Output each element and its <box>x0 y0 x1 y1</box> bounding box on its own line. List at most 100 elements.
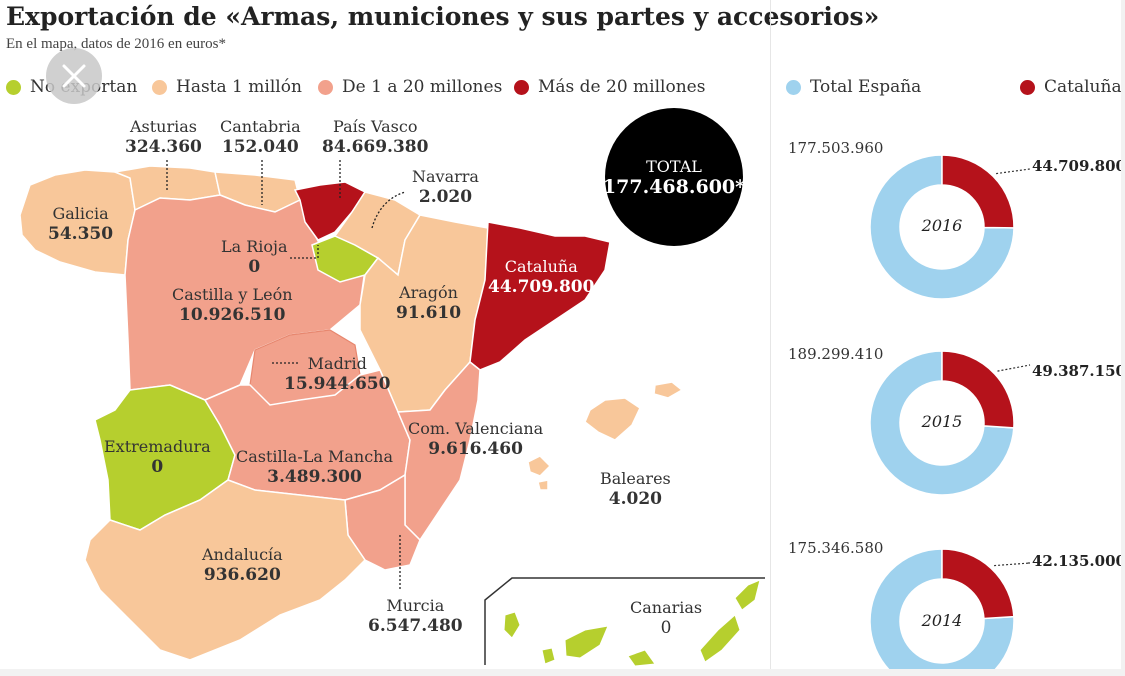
total-badge: TOTAL 177.468.600* <box>602 108 746 246</box>
donut-2015 <box>869 350 1031 496</box>
donut-leader-line <box>994 562 1031 567</box>
region-value: 0 <box>248 257 261 277</box>
donut-total-label: 175.346.580 <box>788 539 884 557</box>
donut-slice-cataluna <box>941 548 1015 620</box>
region-name: Galicia <box>52 204 109 223</box>
legend-label: De 1 a 20 millones <box>342 77 503 97</box>
donut-total-label: 177.503.960 <box>788 139 884 157</box>
region-name: País Vasco <box>333 117 418 136</box>
legend-dot-green-icon <box>6 79 21 95</box>
spain-map <box>19 160 765 667</box>
label-murcia: Murcia 6.547.480 <box>368 596 463 636</box>
donut-leader-line <box>996 168 1031 175</box>
donut-year-label: 2015 <box>921 412 963 431</box>
label-extremadura: Extremadura 0 <box>104 437 211 477</box>
region-value: 0 <box>151 457 164 477</box>
region-name: Aragón <box>399 283 458 302</box>
region-value: 2.020 <box>418 187 473 207</box>
region-value: 936.620 <box>203 565 281 585</box>
donut-slice-total-espana <box>869 350 1015 496</box>
close-icon <box>62 64 86 88</box>
region-value: 324.360 <box>125 137 202 157</box>
region-name: Com. Valenciana <box>408 419 544 438</box>
label-castilla-la-mancha: Castilla-La Mancha 3.489.300 <box>236 447 393 487</box>
legend-label: Hasta 1 millón <box>176 77 302 97</box>
page-title: Exportación de «Armas, municiones y sus … <box>6 2 880 31</box>
region-baleares-menorca[interactable] <box>653 381 684 399</box>
region-name: La Rioja <box>221 237 288 256</box>
donut-slice-cataluna <box>941 154 1015 229</box>
region-castilla-leon[interactable] <box>124 194 366 401</box>
donut-leader-line <box>997 364 1031 372</box>
frame-edge <box>1121 0 1125 676</box>
region-value: 15.944.650 <box>284 374 391 394</box>
region-andalucia[interactable] <box>84 479 366 661</box>
legend-dot-red-icon <box>514 79 529 95</box>
region-name: Madrid <box>307 354 367 373</box>
region-value: 84.669.380 <box>322 137 429 157</box>
region-canarias[interactable] <box>503 579 761 667</box>
donut-slice-total-espana <box>869 154 1015 300</box>
label-canarias: Canarias 0 <box>630 598 702 638</box>
label-com-valenciana: Com. Valenciana 9.616.460 <box>408 419 543 459</box>
region-value: 9.616.460 <box>428 439 523 459</box>
donut-year-label: 2014 <box>921 611 963 630</box>
legend-total-espana: Total España <box>786 76 921 98</box>
donut-cataluna-label: 42.135.000 <box>1032 552 1125 570</box>
donut-slice-total-espana <box>869 548 1015 676</box>
region-name: Extremadura <box>104 437 211 456</box>
region-value: 4.020 <box>608 489 662 509</box>
region-name: Castilla y León <box>172 285 293 304</box>
region-value: 54.350 <box>48 224 114 244</box>
region-value: 3.489.300 <box>267 467 362 487</box>
region-name: Cantabria <box>220 117 301 136</box>
region-baleares-formentera[interactable] <box>537 479 549 491</box>
region-name: Canarias <box>630 598 703 617</box>
region-value: 91.610 <box>396 303 462 323</box>
label-la-rioja: La Rioja 0 <box>221 237 288 277</box>
canarias-inset-frame <box>484 577 765 665</box>
legend-label: Cataluña <box>1044 77 1122 97</box>
region-value: 152.040 <box>221 137 299 157</box>
region-value: 6.547.480 <box>368 616 463 636</box>
region-value: 0 <box>660 618 672 638</box>
region-value: 10.926.510 <box>179 305 286 325</box>
donut-2016 <box>869 154 1031 300</box>
label-castilla-leon: Castilla y León 10.926.510 <box>172 285 293 325</box>
label-aragon: Aragón 91.610 <box>396 283 461 323</box>
region-name: Baleares <box>600 469 671 488</box>
donut-year-label: 2016 <box>921 216 963 235</box>
legend-dot-lightblue-icon <box>786 79 801 95</box>
label-galicia: Galicia 54.350 <box>48 204 113 244</box>
label-baleares: Baleares 4.020 <box>600 469 671 509</box>
donut-panel: Total España Cataluña 177.503.960 44.709… <box>770 0 1125 676</box>
region-baleares-ibiza[interactable] <box>527 455 552 477</box>
region-name: Cataluña <box>504 257 578 276</box>
frame-edge <box>0 669 1125 676</box>
region-cataluna[interactable] <box>469 221 611 371</box>
page-subtitle: En el mapa, datos de 2016 en euros* <box>6 36 226 52</box>
close-button[interactable] <box>46 48 102 104</box>
total-value: 177.468.600* <box>602 175 746 198</box>
region-value: 44.709.800 <box>488 277 595 297</box>
legend-label: Más de 20 millones <box>538 77 706 97</box>
region-pais-vasco[interactable] <box>293 181 367 241</box>
region-name: Andalucía <box>202 545 283 564</box>
donut-2014 <box>869 548 1031 676</box>
region-baleares-mallorca[interactable] <box>584 397 641 441</box>
legend-mas-20-millones: Más de 20 millones <box>514 76 705 98</box>
region-name: Navarra <box>412 167 479 186</box>
label-navarra: Navarra 2.020 <box>412 167 479 207</box>
donut-total-label: 189.299.410 <box>788 345 884 363</box>
region-name: Castilla-La Mancha <box>236 447 393 466</box>
region-name: Asturias <box>129 117 197 136</box>
label-andalucia: Andalucía 936.620 <box>202 545 283 585</box>
donut-charts <box>869 154 1031 676</box>
label-cataluna: Cataluña 44.709.800 <box>488 257 594 297</box>
legend-dot-salmon-icon <box>318 79 333 95</box>
total-label: TOTAL <box>646 156 702 176</box>
region-name: Murcia <box>386 596 445 615</box>
label-cantabria: Cantabria 152.040 <box>220 117 301 157</box>
legend-cataluna: Cataluña <box>1020 76 1122 98</box>
legend-1-20-millones: De 1 a 20 millones <box>318 76 502 98</box>
